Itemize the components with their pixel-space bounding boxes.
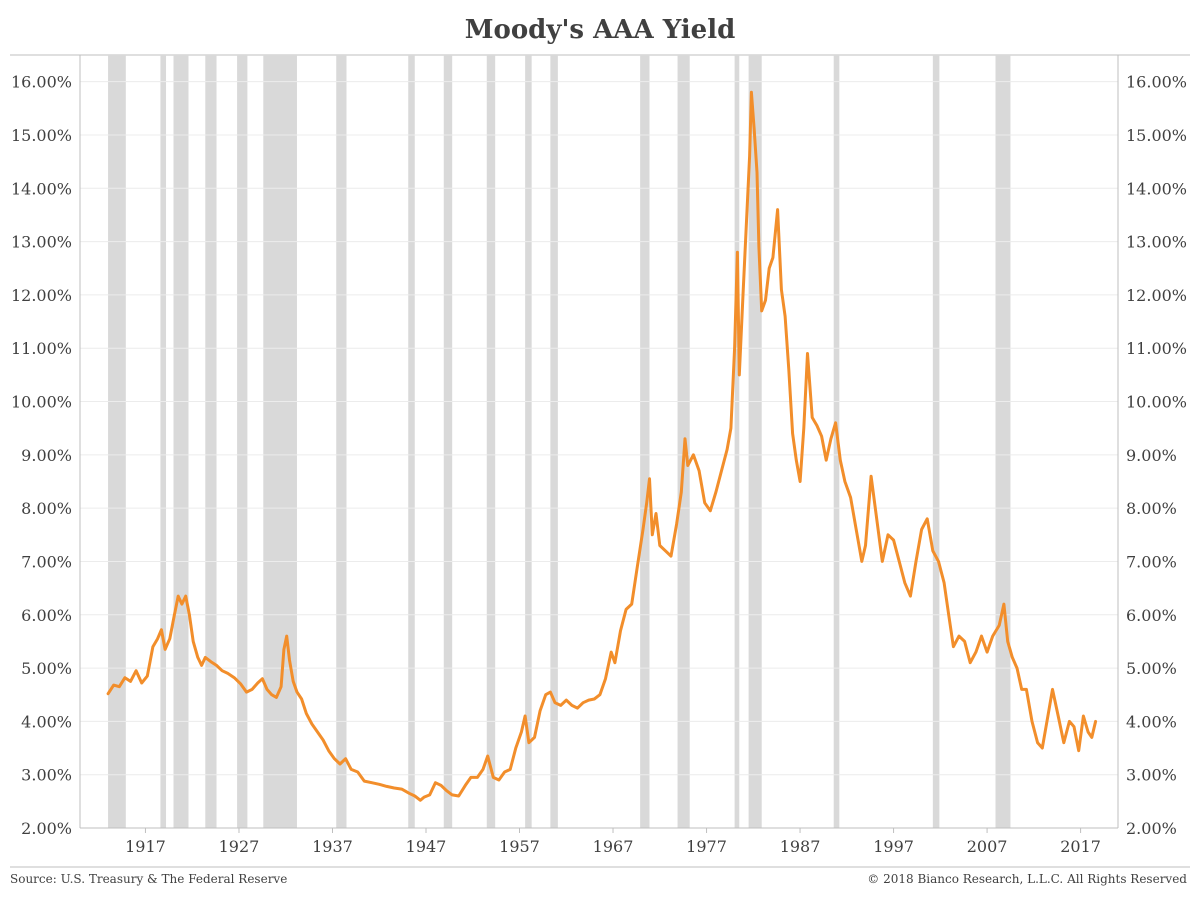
y-tick-label-right: 12.00% [1126,286,1187,305]
y-tick-label-left: 15.00% [11,126,72,145]
y-tick-label-left: 11.00% [11,339,72,358]
y-tick-label-left: 4.00% [21,712,72,731]
x-tick-label: 1917 [125,837,166,856]
y-tick-label-right: 2.00% [1126,819,1177,838]
recession-band-8 [443,55,453,828]
recession-band-3 [205,55,217,828]
y-tick-label-right: 16.00% [1126,73,1187,92]
recession-band-7 [408,55,415,828]
recession-band-18 [995,55,1011,828]
recession-band-6 [336,55,347,828]
recession-band-17 [932,55,940,828]
x-tick-label: 2007 [967,837,1008,856]
y-tick-label-right: 13.00% [1126,233,1187,252]
y-tick-label-left: 9.00% [21,446,72,465]
recession-band-15 [748,55,762,828]
y-tick-label-left: 14.00% [11,179,72,198]
y-tick-label-left: 10.00% [11,393,72,412]
source-note: Source: U.S. Treasury & The Federal Rese… [10,872,287,886]
y-tick-label-right: 6.00% [1126,606,1177,625]
x-tick-label: 1927 [219,837,260,856]
y-tick-label-right: 10.00% [1126,393,1187,412]
y-tick-label-left: 2.00% [21,819,72,838]
y-axis-right-ticks: 2.00% 3.00% 4.00% 5.00% 6.00% 7.00% 8.00% 9.00%… [1126,73,1187,838]
chart-title: Moody's AAA Yield [465,15,736,45]
recession-band-2 [173,55,189,828]
copyright-note: © 2018 Bianco Research, L.L.C. All Right… [867,872,1187,886]
x-tick-label: 1987 [780,837,821,856]
y-tick-label-right: 14.00% [1126,179,1187,198]
recession-band-10 [525,55,532,828]
y-tick-label-right: 3.00% [1126,766,1177,785]
recession-band-14 [734,55,740,828]
recession-band-4 [237,55,248,828]
x-axis-ticks: 1917 1927 1937 1947 1957 1967 1977 1987 1997 2007… [125,828,1101,856]
x-tick-label: 1957 [499,837,540,856]
y-tick-label-right: 11.00% [1126,339,1187,358]
y-tick-label-left: 5.00% [21,659,72,678]
recession-band-12 [640,55,650,828]
y-tick-label-left: 8.00% [21,499,72,518]
recession-band-0 [108,55,126,828]
gridlines [80,81,1118,829]
x-tick-label: 2017 [1060,837,1101,856]
y-axis-left-ticks: 2.00% 3.00% 4.00% 5.00% 6.00% 7.00% 8.00% 9.00%… [11,73,72,838]
y-tick-label-right: 8.00% [1126,499,1177,518]
recession-band-1 [160,55,167,828]
y-tick-label-right: 7.00% [1126,552,1177,571]
x-tick-label: 1937 [312,837,353,856]
y-tick-label-left: 3.00% [21,766,72,785]
x-tick-label: 1977 [686,837,727,856]
y-tick-label-right: 5.00% [1126,659,1177,678]
recession-bands [108,55,1011,828]
series-line-aaa-yield [106,90,1098,802]
x-tick-label: 1947 [406,837,447,856]
recession-band-9 [486,55,496,828]
recession-band-11 [550,55,558,828]
x-tick-label: 1997 [873,837,914,856]
x-tick-label: 1967 [593,837,634,856]
y-tick-label-right: 9.00% [1126,446,1177,465]
y-tick-label-left: 7.00% [21,552,72,571]
y-tick-label-left: 12.00% [11,286,72,305]
y-tick-label-right: 15.00% [1126,126,1187,145]
y-tick-label-left: 16.00% [11,73,72,92]
y-tick-label-left: 13.00% [11,233,72,252]
recession-band-5 [263,55,297,828]
y-tick-label-left: 6.00% [21,606,72,625]
y-tick-label-right: 4.00% [1126,712,1177,731]
